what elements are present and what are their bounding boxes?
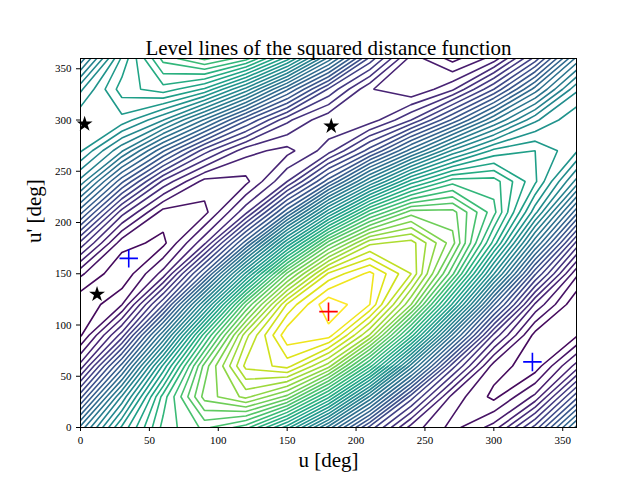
svg-text:u [deg]: u [deg]	[298, 448, 358, 472]
svg-text:100: 100	[210, 434, 227, 446]
svg-text:100: 100	[55, 319, 72, 331]
svg-text:50: 50	[144, 434, 156, 446]
svg-text:150: 150	[279, 434, 296, 446]
svg-text:200: 200	[55, 216, 72, 228]
svg-text:0: 0	[66, 421, 72, 433]
svg-text:Level lines of the squared dis: Level lines of the squared distance func…	[145, 36, 512, 60]
svg-text:200: 200	[348, 434, 365, 446]
svg-text:350: 350	[554, 434, 571, 446]
svg-text:u' [deg]: u' [deg]	[22, 179, 46, 243]
svg-text:50: 50	[61, 370, 73, 382]
svg-text:350: 350	[55, 62, 72, 74]
svg-text:300: 300	[55, 114, 72, 126]
svg-text:0: 0	[78, 434, 84, 446]
svg-text:300: 300	[486, 434, 503, 446]
svg-text:150: 150	[55, 267, 72, 279]
svg-text:250: 250	[417, 434, 434, 446]
svg-text:250: 250	[55, 165, 72, 177]
